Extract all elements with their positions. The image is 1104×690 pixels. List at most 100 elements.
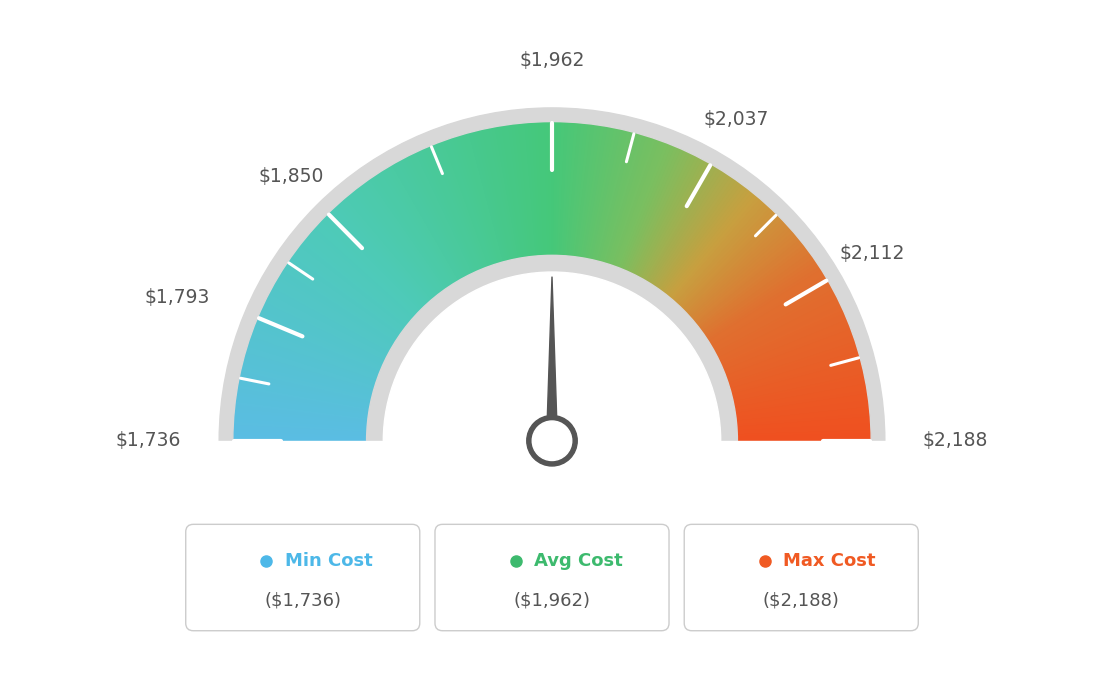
Wedge shape xyxy=(692,237,800,326)
Text: ($1,962): ($1,962) xyxy=(513,591,591,609)
Wedge shape xyxy=(628,150,688,276)
Wedge shape xyxy=(310,230,415,322)
Wedge shape xyxy=(728,355,860,393)
Wedge shape xyxy=(640,161,709,282)
Wedge shape xyxy=(512,124,531,260)
Wedge shape xyxy=(496,126,521,262)
Wedge shape xyxy=(652,175,731,290)
Wedge shape xyxy=(583,126,608,262)
Wedge shape xyxy=(454,136,498,267)
Wedge shape xyxy=(664,188,751,298)
Wedge shape xyxy=(269,290,391,356)
Wedge shape xyxy=(288,259,402,338)
Wedge shape xyxy=(240,371,374,403)
Wedge shape xyxy=(612,139,660,269)
Wedge shape xyxy=(247,342,379,386)
Wedge shape xyxy=(277,275,396,348)
Wedge shape xyxy=(432,144,485,272)
Wedge shape xyxy=(367,255,737,441)
Wedge shape xyxy=(238,377,373,406)
Wedge shape xyxy=(410,153,473,277)
Wedge shape xyxy=(233,437,370,441)
Wedge shape xyxy=(250,336,380,382)
Wedge shape xyxy=(317,222,420,317)
Wedge shape xyxy=(499,126,523,261)
Wedge shape xyxy=(703,262,818,339)
Wedge shape xyxy=(576,124,598,260)
Wedge shape xyxy=(691,235,798,324)
Wedge shape xyxy=(306,235,413,324)
Wedge shape xyxy=(506,124,528,260)
Wedge shape xyxy=(732,384,867,411)
Wedge shape xyxy=(611,138,657,268)
Wedge shape xyxy=(290,256,403,337)
Wedge shape xyxy=(489,127,518,262)
Wedge shape xyxy=(265,299,389,362)
Wedge shape xyxy=(575,124,595,260)
Wedge shape xyxy=(684,222,787,317)
Wedge shape xyxy=(571,124,588,259)
Wedge shape xyxy=(248,339,379,384)
Wedge shape xyxy=(242,362,375,397)
Wedge shape xyxy=(733,404,870,422)
Text: $2,112: $2,112 xyxy=(840,244,905,264)
Polygon shape xyxy=(546,277,558,456)
Wedge shape xyxy=(401,158,467,280)
Wedge shape xyxy=(616,141,667,270)
Wedge shape xyxy=(734,427,871,435)
Wedge shape xyxy=(723,330,852,379)
Wedge shape xyxy=(689,230,794,322)
Wedge shape xyxy=(687,225,789,319)
Wedge shape xyxy=(586,127,615,262)
Wedge shape xyxy=(298,245,407,331)
Wedge shape xyxy=(545,121,550,259)
Wedge shape xyxy=(658,181,740,293)
Wedge shape xyxy=(720,317,848,372)
Wedge shape xyxy=(262,305,388,365)
Wedge shape xyxy=(690,233,796,323)
Text: ($1,736): ($1,736) xyxy=(264,591,341,609)
Wedge shape xyxy=(704,264,819,342)
Wedge shape xyxy=(261,308,386,366)
Circle shape xyxy=(527,415,577,466)
Wedge shape xyxy=(651,173,729,289)
Wedge shape xyxy=(381,170,456,287)
Wedge shape xyxy=(629,152,691,277)
Wedge shape xyxy=(447,138,493,268)
Wedge shape xyxy=(370,177,449,291)
FancyBboxPatch shape xyxy=(684,524,919,631)
Wedge shape xyxy=(697,245,806,331)
Wedge shape xyxy=(606,136,650,267)
Wedge shape xyxy=(285,264,400,342)
Text: ($2,188): ($2,188) xyxy=(763,591,840,609)
Wedge shape xyxy=(623,146,679,273)
Wedge shape xyxy=(676,206,771,308)
Wedge shape xyxy=(256,317,384,372)
Wedge shape xyxy=(641,163,712,283)
Wedge shape xyxy=(384,168,457,286)
Wedge shape xyxy=(570,123,585,259)
Wedge shape xyxy=(723,333,853,381)
Wedge shape xyxy=(631,153,694,277)
Wedge shape xyxy=(675,204,768,306)
Wedge shape xyxy=(555,121,562,259)
Wedge shape xyxy=(267,293,391,358)
Wedge shape xyxy=(425,146,481,273)
Wedge shape xyxy=(719,311,845,368)
Wedge shape xyxy=(734,431,871,437)
Wedge shape xyxy=(291,253,404,335)
Wedge shape xyxy=(595,131,631,264)
Wedge shape xyxy=(323,215,423,313)
Wedge shape xyxy=(362,183,445,295)
Wedge shape xyxy=(492,127,520,262)
Wedge shape xyxy=(234,404,371,422)
Wedge shape xyxy=(672,201,765,305)
Wedge shape xyxy=(558,121,565,259)
Wedge shape xyxy=(732,391,868,414)
Wedge shape xyxy=(428,146,484,273)
Wedge shape xyxy=(724,336,854,382)
Wedge shape xyxy=(707,273,825,346)
Wedge shape xyxy=(379,171,454,288)
Wedge shape xyxy=(420,149,478,275)
Wedge shape xyxy=(529,122,541,259)
